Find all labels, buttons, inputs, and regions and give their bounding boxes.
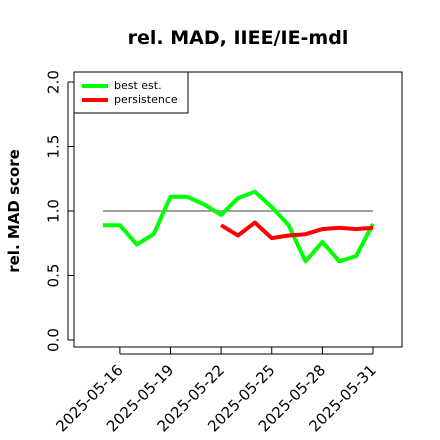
series-group bbox=[103, 189, 375, 264]
legend-label: persistence bbox=[114, 93, 178, 106]
legend-box bbox=[73, 71, 189, 114]
y-tick-label: 0.0 bbox=[45, 328, 63, 352]
y-axis: 0.0 0.5 1.0 1.5 2.0 bbox=[45, 70, 74, 352]
plot-area bbox=[73, 71, 403, 348]
y-tick-label: 1.5 bbox=[45, 135, 63, 159]
y-tick-label: 2.0 bbox=[45, 70, 63, 94]
y-axis-label: rel. MAD score bbox=[5, 149, 23, 273]
x-axis: 2025-05-162025-05-192025-05-222025-05-25… bbox=[52, 347, 380, 435]
y-tick-label: 1.0 bbox=[45, 199, 63, 223]
series-line-1 bbox=[103, 189, 375, 264]
legend-label: best est. bbox=[114, 79, 162, 92]
y-tick-label: 0.5 bbox=[45, 264, 63, 288]
chart-title: rel. MAD, IIEE/IE-mdl bbox=[128, 27, 349, 49]
legend: best est.persistence bbox=[73, 71, 189, 114]
series-line-2 bbox=[220, 220, 374, 241]
